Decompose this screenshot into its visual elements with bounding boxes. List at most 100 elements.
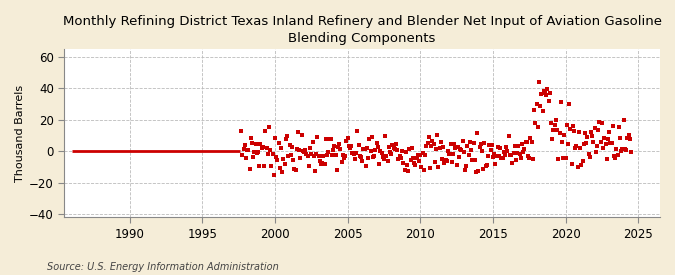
Point <box>456 148 467 152</box>
Point <box>428 141 439 146</box>
Point <box>304 164 315 169</box>
Point <box>434 146 445 150</box>
Point <box>289 167 300 171</box>
Point <box>451 163 462 167</box>
Point <box>603 137 614 141</box>
Point <box>394 154 405 158</box>
Point <box>423 134 434 139</box>
Point <box>484 143 495 148</box>
Point <box>489 152 500 157</box>
Point <box>288 158 298 162</box>
Point <box>414 158 425 163</box>
Point <box>572 165 583 169</box>
Point <box>292 147 302 152</box>
Point <box>353 142 364 147</box>
Point <box>460 168 470 172</box>
Point <box>302 153 313 158</box>
Point <box>403 169 414 174</box>
Point <box>324 137 335 141</box>
Point <box>521 140 532 144</box>
Point <box>597 146 608 151</box>
Point <box>261 146 272 150</box>
Point <box>256 146 267 150</box>
Point <box>612 153 623 157</box>
Point <box>448 152 458 156</box>
Point <box>435 140 446 144</box>
Point <box>580 141 591 145</box>
Point <box>312 134 323 139</box>
Point <box>580 131 591 136</box>
Point <box>354 154 365 158</box>
Point <box>259 164 269 169</box>
Point <box>475 142 486 146</box>
Point <box>593 128 603 133</box>
Point <box>592 144 603 148</box>
Point <box>487 155 498 159</box>
Point <box>574 130 585 134</box>
Point <box>452 144 463 149</box>
Point <box>316 162 327 166</box>
Point <box>516 155 526 160</box>
Point <box>611 147 622 151</box>
Point <box>335 147 346 151</box>
Point <box>246 141 257 145</box>
Point <box>606 140 617 145</box>
Point <box>578 142 589 147</box>
Point <box>300 148 310 153</box>
Point <box>516 141 527 146</box>
Point <box>323 150 333 154</box>
Point <box>273 141 284 145</box>
Point <box>269 173 279 177</box>
Point <box>533 79 544 84</box>
Point <box>308 154 319 158</box>
Point <box>496 156 507 160</box>
Point <box>594 119 605 124</box>
Point <box>244 167 255 171</box>
Point <box>475 145 485 149</box>
Point <box>508 150 519 155</box>
Point <box>472 131 483 136</box>
Point <box>416 165 427 169</box>
Point <box>331 167 342 172</box>
Point <box>526 140 537 144</box>
Point <box>462 144 473 148</box>
Point <box>591 150 601 155</box>
Point <box>622 136 632 141</box>
Point <box>603 129 614 134</box>
Point <box>406 146 417 150</box>
Point <box>348 151 359 156</box>
Point <box>537 109 548 114</box>
Point <box>404 147 414 152</box>
Point <box>565 127 576 131</box>
Point <box>463 153 474 158</box>
Point <box>531 102 542 106</box>
Point <box>369 153 379 158</box>
Title: Monthly Refining District Texas Inland Refinery and Blender Net Input of Aviatio: Monthly Refining District Texas Inland R… <box>63 15 662 45</box>
Point <box>321 136 331 141</box>
Point <box>431 147 441 151</box>
Point <box>577 159 588 163</box>
Point <box>548 128 559 132</box>
Point <box>595 139 606 144</box>
Point <box>373 145 383 150</box>
Point <box>319 162 330 166</box>
Point <box>439 161 450 165</box>
Point <box>350 157 360 161</box>
Point <box>518 150 529 154</box>
Point <box>336 159 347 164</box>
Point <box>298 148 308 153</box>
Point <box>624 137 635 142</box>
Point <box>483 154 493 158</box>
Point <box>307 139 318 144</box>
Point <box>417 150 428 155</box>
Point <box>290 168 301 172</box>
Point <box>345 145 356 150</box>
Point <box>621 148 632 152</box>
Point <box>500 152 510 157</box>
Point <box>304 146 315 150</box>
Point <box>356 155 367 160</box>
Point <box>497 156 508 161</box>
Point <box>296 133 307 137</box>
Point <box>333 142 344 147</box>
Point <box>263 152 273 156</box>
